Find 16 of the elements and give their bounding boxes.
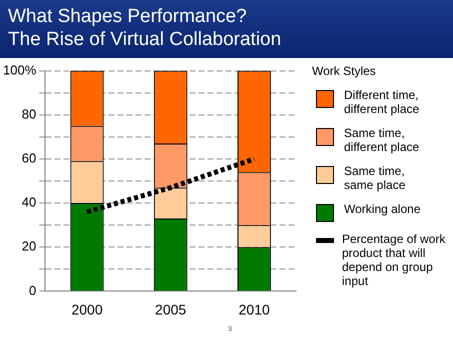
y-tick-label: 60 [22, 150, 36, 166]
legend-title: Work Styles [312, 64, 377, 78]
y-tick-label: 100% [3, 62, 37, 78]
legend-label: Working alone [344, 202, 422, 216]
legend-label: Same time, same place [344, 164, 406, 192]
chart-title: What Shapes Performance? The Rise of Virtual Collaboration [8, 5, 282, 51]
x-tick-label: 2005 [155, 301, 186, 318]
x-tick-label: 2010 [238, 301, 270, 318]
y-tick-label: 40 [22, 194, 36, 210]
y-tick-label: 0 [29, 282, 36, 298]
y-tick-label: 80 [22, 106, 36, 122]
x-tick-label: 2000 [71, 301, 103, 318]
legend-label: Same time, different place [344, 126, 420, 154]
y-tick-label: 20 [22, 238, 36, 254]
legend-label: Different time, different place [344, 88, 420, 116]
legend-label: Percentage of work product that will depend on group input [342, 232, 446, 288]
